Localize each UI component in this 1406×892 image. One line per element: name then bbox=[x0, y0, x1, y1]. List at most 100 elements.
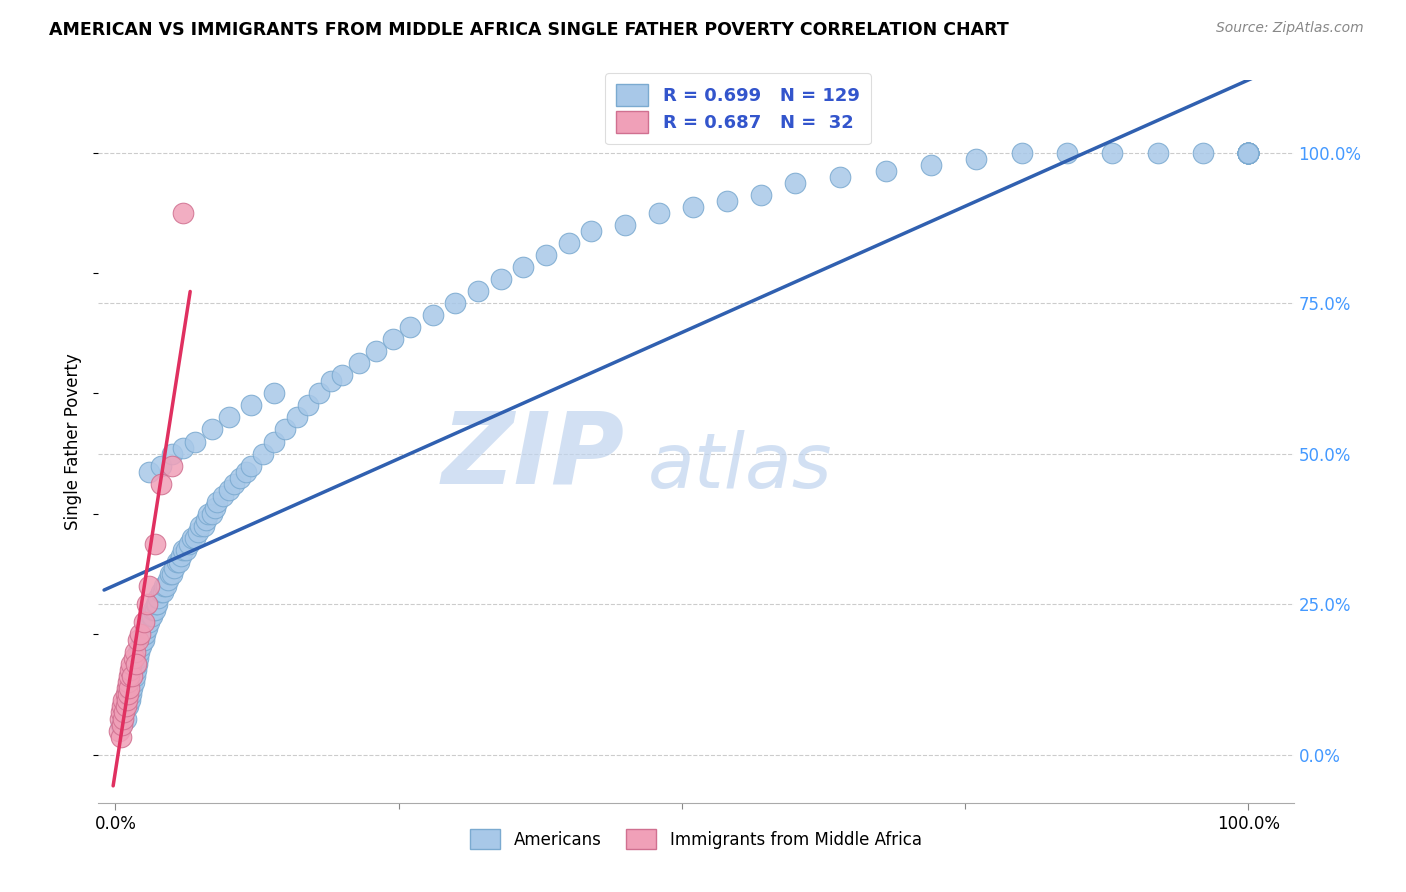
Point bbox=[114, 706, 136, 720]
Point bbox=[172, 205, 194, 219]
Point bbox=[115, 681, 138, 696]
Point bbox=[181, 531, 204, 545]
Point bbox=[127, 651, 149, 665]
Point bbox=[201, 423, 224, 437]
Point bbox=[120, 687, 142, 701]
Point bbox=[132, 627, 155, 641]
Point bbox=[114, 706, 136, 720]
Point bbox=[1237, 145, 1260, 160]
Point bbox=[319, 375, 342, 389]
Point bbox=[648, 205, 671, 219]
Point bbox=[193, 519, 215, 533]
Point bbox=[172, 441, 194, 455]
Point bbox=[381, 332, 404, 346]
Point bbox=[204, 500, 226, 515]
Point bbox=[1237, 145, 1260, 160]
Point bbox=[155, 579, 177, 593]
Point bbox=[1237, 145, 1260, 160]
Point bbox=[512, 260, 534, 274]
Point bbox=[110, 717, 132, 731]
Point bbox=[207, 494, 229, 508]
Point bbox=[138, 579, 160, 593]
Point bbox=[1237, 145, 1260, 160]
Point bbox=[749, 187, 772, 202]
Point bbox=[875, 163, 897, 178]
Point bbox=[139, 609, 162, 624]
Point bbox=[190, 519, 212, 533]
Point bbox=[121, 681, 143, 696]
Point bbox=[148, 591, 170, 606]
Point bbox=[115, 699, 138, 714]
Point bbox=[1146, 145, 1168, 160]
Point bbox=[160, 458, 183, 473]
Point bbox=[110, 706, 132, 720]
Point bbox=[489, 272, 512, 286]
Point bbox=[240, 458, 263, 473]
Point bbox=[218, 410, 240, 425]
Point bbox=[124, 669, 146, 683]
Point bbox=[134, 627, 156, 641]
Point bbox=[1011, 145, 1033, 160]
Point bbox=[114, 712, 136, 726]
Point bbox=[125, 657, 148, 672]
Point bbox=[159, 567, 181, 582]
Point bbox=[1237, 145, 1260, 160]
Point bbox=[1237, 145, 1260, 160]
Y-axis label: Single Father Poverty: Single Father Poverty bbox=[65, 353, 83, 530]
Point bbox=[138, 615, 160, 630]
Point bbox=[112, 712, 135, 726]
Point bbox=[1237, 145, 1260, 160]
Point bbox=[121, 669, 143, 683]
Point bbox=[160, 446, 183, 460]
Point bbox=[122, 664, 145, 678]
Point bbox=[263, 386, 285, 401]
Legend: Americans, Immigrants from Middle Africa: Americans, Immigrants from Middle Africa bbox=[464, 822, 928, 856]
Point bbox=[297, 398, 319, 412]
Point bbox=[172, 542, 194, 557]
Point bbox=[1237, 145, 1260, 160]
Point bbox=[1237, 145, 1260, 160]
Point bbox=[108, 723, 131, 738]
Point bbox=[122, 651, 145, 665]
Point bbox=[152, 585, 174, 599]
Point bbox=[285, 410, 308, 425]
Point bbox=[195, 513, 218, 527]
Point bbox=[444, 296, 467, 310]
Point bbox=[330, 368, 353, 383]
Point bbox=[122, 675, 145, 690]
Point bbox=[120, 693, 142, 707]
Point bbox=[399, 320, 422, 334]
Point bbox=[136, 621, 159, 635]
Point bbox=[467, 284, 489, 298]
Point bbox=[149, 476, 172, 491]
Point bbox=[1237, 145, 1260, 160]
Point bbox=[422, 308, 444, 322]
Point bbox=[224, 476, 246, 491]
Point bbox=[124, 645, 146, 659]
Point bbox=[112, 712, 135, 726]
Point bbox=[614, 218, 637, 232]
Point bbox=[118, 687, 141, 701]
Point bbox=[920, 158, 942, 172]
Point bbox=[129, 627, 152, 641]
Point bbox=[197, 507, 219, 521]
Point bbox=[187, 524, 209, 539]
Point bbox=[153, 579, 176, 593]
Point bbox=[131, 639, 153, 653]
Point bbox=[201, 507, 224, 521]
Point bbox=[125, 657, 148, 672]
Point bbox=[252, 446, 274, 460]
Point bbox=[118, 669, 141, 683]
Point bbox=[128, 645, 150, 659]
Point bbox=[1192, 145, 1215, 160]
Point bbox=[115, 693, 138, 707]
Point bbox=[1237, 145, 1260, 160]
Point bbox=[114, 687, 136, 701]
Point bbox=[143, 603, 166, 617]
Point bbox=[132, 633, 155, 648]
Point bbox=[138, 465, 160, 479]
Text: ZIP: ZIP bbox=[441, 408, 624, 505]
Point bbox=[1237, 145, 1260, 160]
Point bbox=[118, 681, 141, 696]
Point bbox=[108, 712, 131, 726]
